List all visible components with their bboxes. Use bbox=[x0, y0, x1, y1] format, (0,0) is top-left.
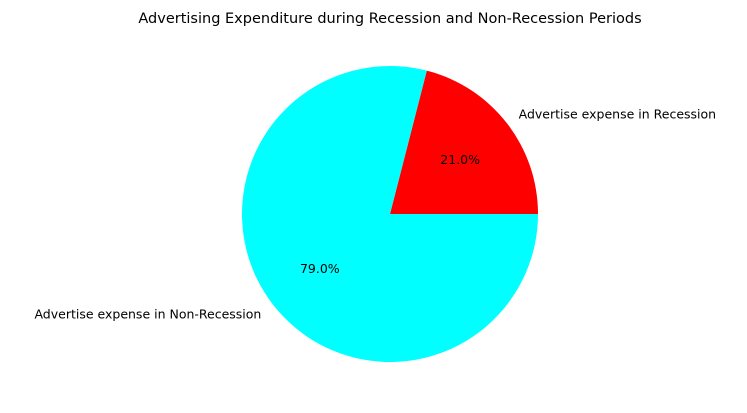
slice-label-1: Advertise expense in Non-Recession bbox=[34, 306, 261, 321]
pie-slice-1 bbox=[242, 65, 538, 362]
slice-percent-label-1: 79.0% bbox=[300, 261, 340, 276]
pie-labels: Advertise expense in Recession 21.0% Adver… bbox=[34, 107, 716, 322]
slice-label-0: Advertise expense in Recession bbox=[519, 107, 716, 122]
pie-slice-0 bbox=[390, 70, 538, 215]
chart-title: Advertising Expenditure during Recession… bbox=[138, 11, 641, 27]
slice-percent-label-0: 21.0% bbox=[440, 152, 480, 167]
pie-slices bbox=[242, 65, 538, 362]
